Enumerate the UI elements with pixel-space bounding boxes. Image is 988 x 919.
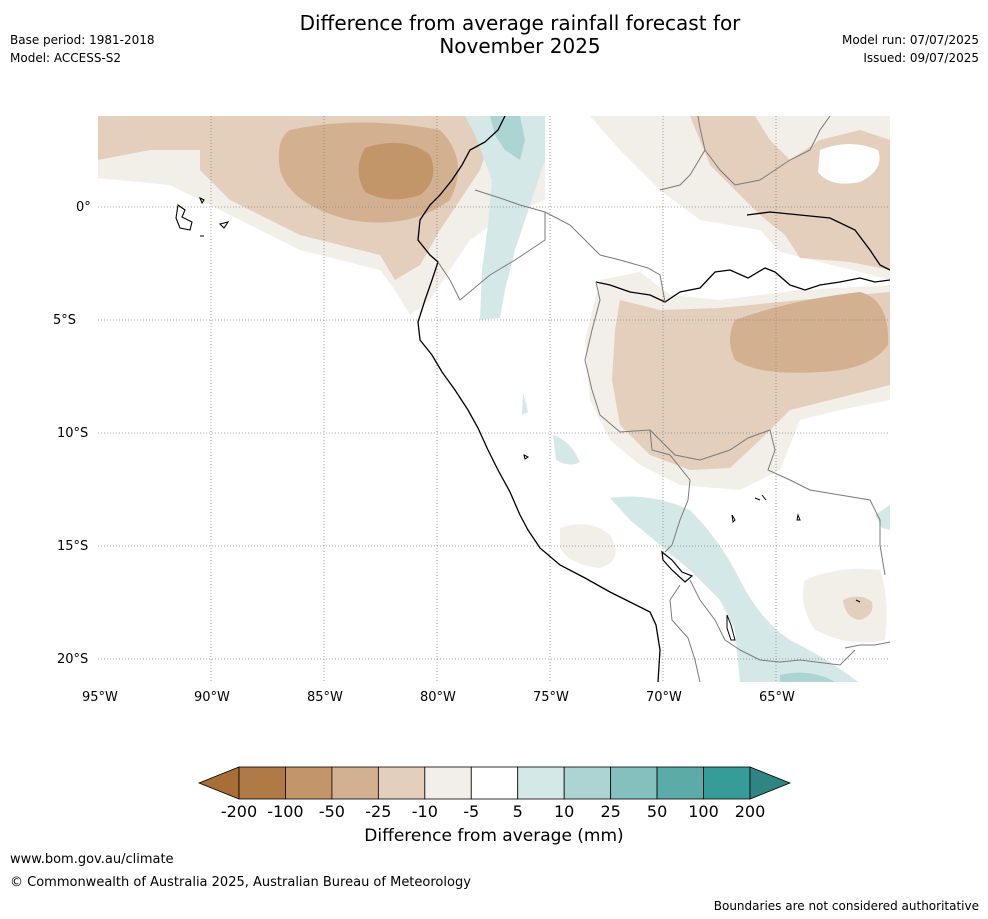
colorbar-segment (331, 766, 379, 800)
colorbar-arrow-high (749, 766, 792, 800)
lon-label-80w: 80°W (420, 690, 456, 705)
colorbar-tick-label: 50 (646, 802, 668, 821)
lon-label-70w: 70°W (646, 690, 682, 705)
colorbar-arrow-low (197, 766, 240, 800)
boundary-ecuador-colombia (474, 189, 666, 303)
anomaly-region-wet-band-1 (465, 116, 545, 320)
colorbar-segment (610, 766, 658, 800)
anomaly-region-wet-band-2 (490, 116, 525, 160)
anomaly-region-south-wet-2 (780, 672, 835, 682)
base-period-label: Base period: 1981-2018 (10, 33, 155, 47)
galapagos-islands (175, 196, 230, 237)
colorbar-tick-label: -50 (318, 802, 345, 821)
colorbar-segment (285, 766, 333, 800)
colorbar-tick-label: -100 (267, 802, 304, 821)
boundary-bolivia-paraguay (844, 641, 890, 649)
anomaly-region-nw-core (358, 142, 434, 200)
anomaly-region-se-moderate (843, 596, 873, 620)
copyright-notice: © Commonwealth of Australia 2025, Austra… (10, 875, 471, 890)
colorbar-tick-label: -10 (411, 802, 438, 821)
colorbar-tick-label: 200 (734, 802, 766, 821)
colorbar-segment (563, 766, 612, 800)
colorbar-title: Difference from average (mm) (364, 826, 624, 846)
issued-label: Issued: 09/07/2025 (863, 51, 979, 65)
inland-lakes (523, 454, 861, 641)
lat-label-5s: 5°S (53, 313, 77, 328)
lon-label-65w: 65°W (759, 690, 795, 705)
model-run-label: Model run: 07/07/2025 (841, 33, 979, 47)
boundary-peru-bolivia-chile (669, 584, 701, 682)
colorbar-tick-label: -5 (463, 802, 480, 821)
colorbar-tick-label: 25 (600, 802, 621, 821)
lon-label-75w: 75°W (533, 690, 569, 705)
title-line-2: November 2025 (439, 34, 601, 58)
coastline (417, 116, 661, 682)
title: Difference from average rainfall forecas… (0, 12, 988, 58)
rio-negro (746, 211, 890, 271)
anomaly-region-ne-light-2 (755, 116, 890, 160)
anomaly-region-south-wet (610, 496, 858, 682)
boundary-bolivia-brazil (649, 429, 886, 576)
lon-label-95w: 95°W (82, 690, 118, 705)
colorbar-segment (703, 766, 751, 800)
lon-label-85w: 85°W (307, 690, 343, 705)
boundary-bolivia-argentina (689, 579, 856, 666)
boundary-colombia-venezuela (659, 116, 706, 191)
anomaly-region-wet-small-2 (522, 392, 528, 415)
boundaries-disclaimer: Boundaries are not considered authoritat… (713, 899, 979, 913)
boundary-brazil-venezuela (704, 116, 831, 186)
anomaly-region-wet-small-1 (553, 435, 580, 465)
lat-label-20s: 20°S (57, 652, 89, 667)
boundary-ecuador-peru (437, 212, 546, 301)
lat-label-10s: 10°S (57, 426, 89, 441)
colorbar-segment (238, 766, 286, 800)
colorbar-tick-label: 5 (512, 802, 523, 821)
colorbar-segment (377, 766, 426, 800)
lat-label-0: 0° (76, 200, 91, 215)
colorbar-tick-label: -200 (220, 802, 258, 821)
colorbar-segment (656, 766, 704, 800)
colorbar-segment (424, 766, 472, 800)
title-line-1: Difference from average rainfall forecas… (299, 11, 741, 35)
anomaly-region-east-wet (875, 505, 890, 530)
lat-label-15s: 15°S (57, 539, 89, 554)
colorbar-segment (470, 766, 519, 800)
amazon-river (595, 267, 890, 303)
lon-label-90w: 90°W (194, 690, 230, 705)
anomaly-region-central-strong (730, 292, 889, 373)
model-label: Model: ACCESS-S2 (10, 51, 122, 65)
bom-url[interactable]: www.bom.gov.au/climate (10, 852, 174, 867)
colorbar-segment (517, 766, 565, 800)
anomaly-region-ne-wetspot (818, 144, 880, 184)
colorbar-tick-label: 100 (688, 802, 719, 821)
colorbar-tick-label: -25 (365, 802, 392, 821)
colorbar-tick-label: 10 (553, 802, 575, 821)
lake-titicaca (661, 550, 694, 583)
